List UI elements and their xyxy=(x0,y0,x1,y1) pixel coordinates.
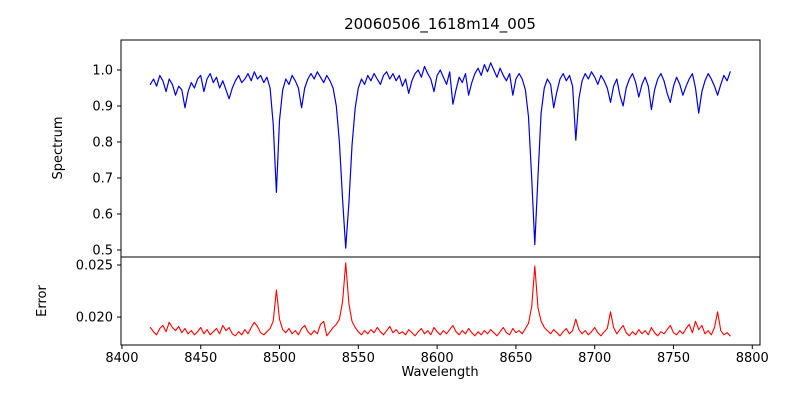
error-line xyxy=(149,262,731,337)
spectrum-tick-label: 0.6 xyxy=(92,207,113,222)
bottom-panel-frame xyxy=(120,256,761,346)
spectrum-y-axis-label: Spectrum xyxy=(51,117,66,180)
wavelength-tick-label: 8600 xyxy=(421,351,454,366)
wavelength-tick-label: 8500 xyxy=(263,351,296,366)
wavelength-tick-label: 8400 xyxy=(105,351,138,366)
x-axis-label: Wavelength xyxy=(401,365,478,380)
wavelength-tick-label: 8750 xyxy=(657,351,690,366)
wavelength-tick-label: 8650 xyxy=(499,351,532,366)
error-tick-label: 0.025 xyxy=(76,259,113,274)
spectrum-tick-label: 0.5 xyxy=(92,243,113,258)
error-y-axis: 0.025 0.020 xyxy=(76,259,121,326)
wavelength-tick-label: 8550 xyxy=(342,351,375,366)
spectrum-tick-label: 1.0 xyxy=(92,63,113,78)
spectrum-tick-label: 0.7 xyxy=(92,171,113,186)
spectrum-tick-label: 0.8 xyxy=(92,135,113,150)
error-y-axis-label: Error xyxy=(35,285,50,317)
wavelength-x-axis: 8400 8450 8500 8550 8600 8650 8700 8750 8800 xyxy=(105,345,769,366)
chart-title: 20060506_1618m14_005 xyxy=(344,15,536,34)
spectrum-tick-label: 0.9 xyxy=(92,99,113,114)
wavelength-tick-label: 8700 xyxy=(578,351,611,366)
error-tick-label: 0.020 xyxy=(76,311,113,326)
spectrum-line xyxy=(149,62,731,249)
spectrum-y-axis: 1.0 0.9 0.8 0.7 0.6 0.5 xyxy=(92,63,121,258)
wavelength-tick-label: 8450 xyxy=(184,351,217,366)
wavelength-tick-label: 8800 xyxy=(736,351,769,366)
